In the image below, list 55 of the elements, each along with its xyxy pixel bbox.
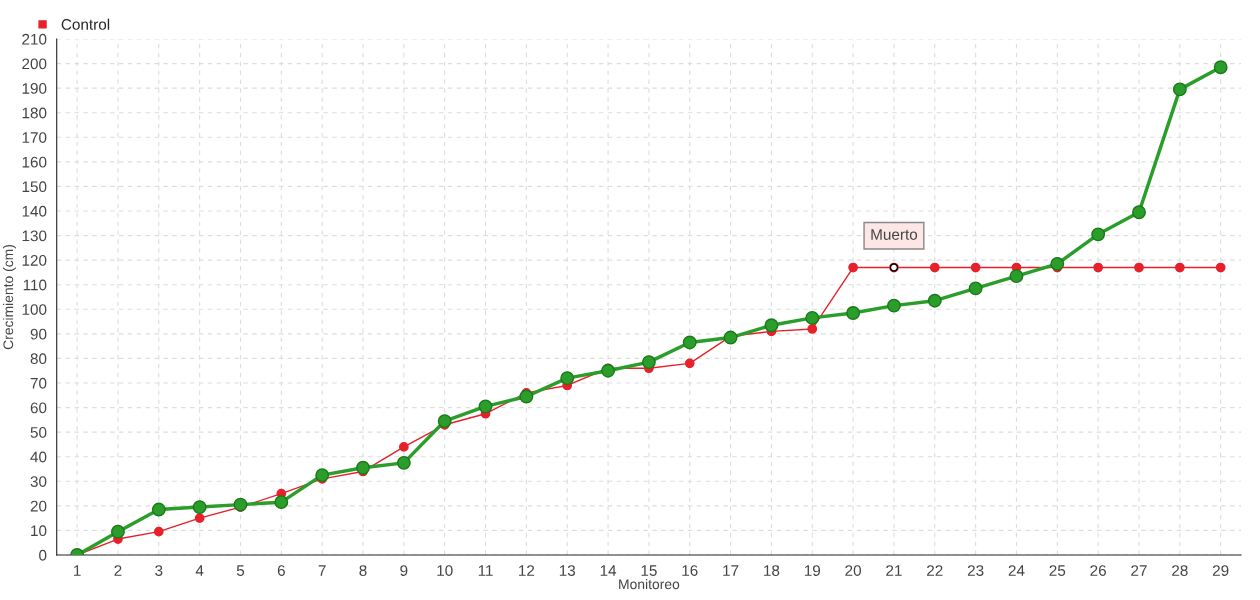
x-axis-title: Monitoreo xyxy=(619,578,680,590)
y-tick-label: 180 xyxy=(22,107,47,119)
y-tick-label: 30 xyxy=(30,476,47,487)
y-tick-label: 20 xyxy=(30,500,47,512)
x-tick-label: 5 xyxy=(236,565,245,576)
x-tick-label: 13 xyxy=(559,565,576,576)
x-tick-label: 18 xyxy=(764,565,780,576)
x-tick-label: 11 xyxy=(478,565,493,576)
y-tick-label: 40 xyxy=(30,451,47,463)
x-tick-label: 26 xyxy=(1090,565,1106,576)
x-tick-label: 25 xyxy=(1049,565,1066,576)
x-tick-label: 28 xyxy=(1172,565,1188,576)
x-tick-label: 15 xyxy=(641,565,657,576)
y-tick-label: 50 xyxy=(30,427,47,438)
x-tick-label: 7 xyxy=(318,565,326,576)
y-tick-label: 80 xyxy=(30,353,47,365)
y-tick-label: 100 xyxy=(22,304,47,315)
x-tick-label: 19 xyxy=(804,565,821,576)
y-tick-label: 140 xyxy=(22,205,47,217)
y-tick-label: 110 xyxy=(23,279,47,291)
x-tick-label: 14 xyxy=(600,565,617,576)
x-tick-label: 23 xyxy=(967,565,984,576)
x-tick-label: 21 xyxy=(886,565,902,576)
x-tick-label: 9 xyxy=(400,565,408,576)
x-tick-label: 12 xyxy=(519,565,535,576)
y-tick-label: 150 xyxy=(22,181,47,193)
x-tick-label: 16 xyxy=(682,565,698,576)
x-tick-label: 22 xyxy=(927,565,943,576)
y-axis-title: Crecimiento (cm) xyxy=(2,245,16,350)
x-tick-label: 20 xyxy=(845,565,862,576)
y-tick-label: 90 xyxy=(30,328,47,340)
x-tick-label: 2 xyxy=(114,565,122,576)
legend-label: Control xyxy=(61,18,110,30)
x-tick-label: 1 xyxy=(74,565,81,576)
y-tick-label: 70 xyxy=(30,377,47,389)
x-tick-label: 27 xyxy=(1131,565,1147,576)
y-tick-label: 130 xyxy=(22,230,47,242)
y-tick-label: 120 xyxy=(22,255,47,266)
x-tick-label: 10 xyxy=(437,565,453,576)
y-tick-label: 210 xyxy=(22,33,47,45)
y-tick-label: 10 xyxy=(31,525,47,537)
x-tick-label: 6 xyxy=(277,565,285,576)
y-tick-label: 0 xyxy=(39,549,47,561)
x-tick-label: 3 xyxy=(155,565,163,576)
y-tick-label: 60 xyxy=(30,402,47,414)
x-tick-label: 8 xyxy=(359,565,367,576)
x-tick-label: 24 xyxy=(1008,565,1025,576)
y-tick-label: 160 xyxy=(22,156,47,168)
x-tick-label: 17 xyxy=(723,565,739,576)
y-tick-label: 170 xyxy=(22,132,47,143)
x-tick-label: 4 xyxy=(195,565,204,576)
y-tick-label: 190 xyxy=(22,83,47,94)
x-tick-label: 29 xyxy=(1212,565,1229,576)
annotation: Muerto xyxy=(871,229,918,240)
y-tick-label: 200 xyxy=(22,58,47,70)
